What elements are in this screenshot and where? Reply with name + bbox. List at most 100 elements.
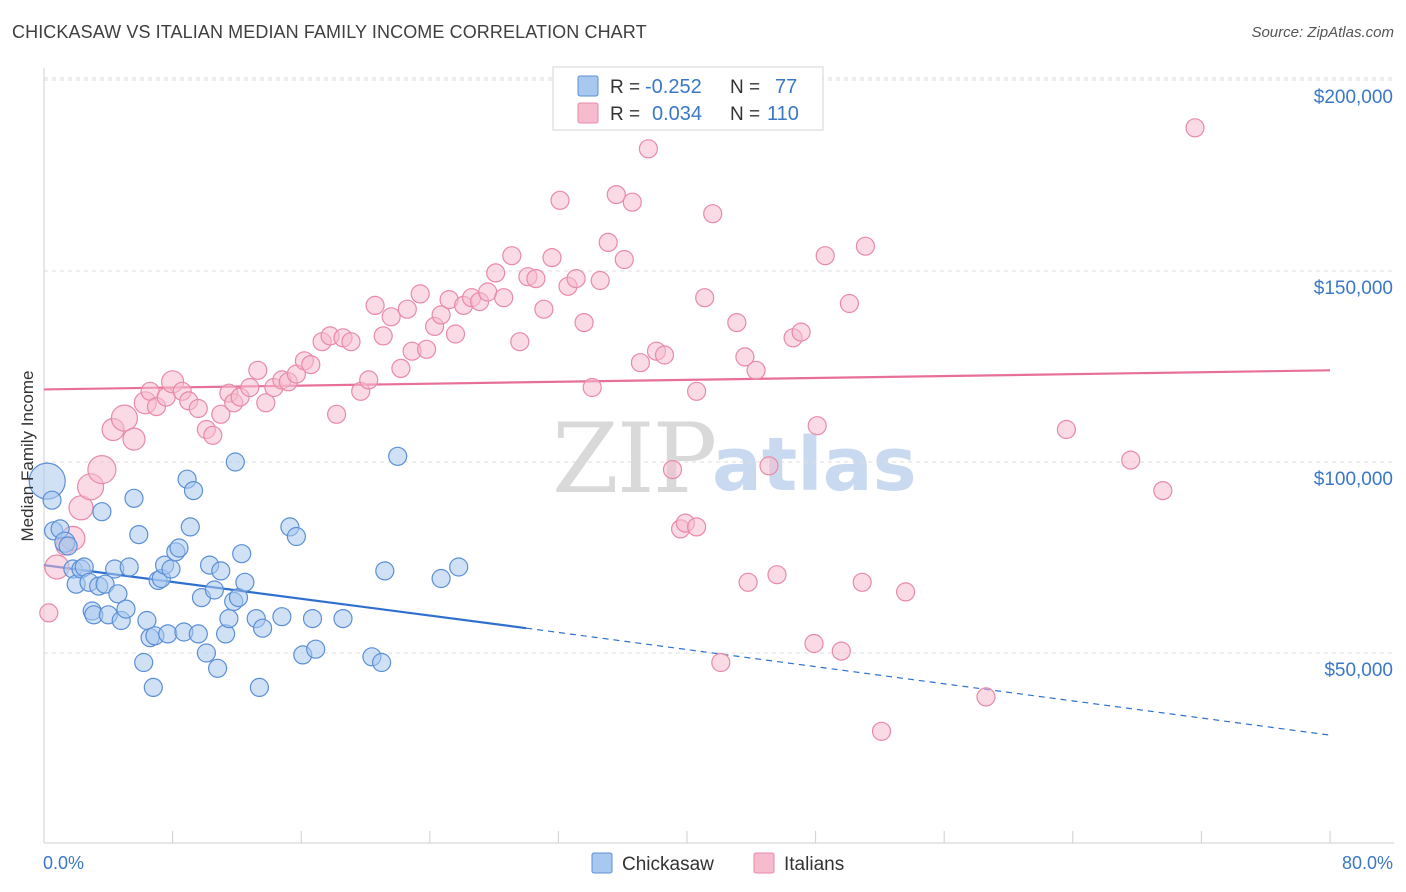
legend-r-value-1: -0.252 [645, 76, 702, 98]
point-italians-69 [590, 270, 610, 291]
point-italians-68 [582, 377, 602, 398]
point-chickasaw-63 [333, 608, 353, 629]
point-chickasaw-35 [169, 538, 189, 558]
point-italians-90 [767, 565, 787, 585]
point-italians-83 [703, 204, 723, 224]
point-italians-70 [598, 232, 618, 252]
point-chickasaw-61 [306, 639, 326, 659]
point-italians-67 [574, 313, 594, 333]
point-chickasaw-68 [431, 568, 451, 589]
point-italians-55 [478, 282, 498, 302]
point-italians-37 [341, 332, 361, 352]
point-italians-94 [807, 416, 827, 436]
point-italians-102 [976, 687, 996, 707]
point-chickasaw-39 [183, 481, 204, 501]
point-italians-39 [359, 370, 379, 390]
point-italians-72 [614, 249, 634, 270]
bottom-legend-chickasaw: Chickasaw [622, 854, 714, 875]
point-chickasaw-67 [388, 446, 408, 466]
point-chickasaw-5 [58, 536, 78, 556]
point-italians-42 [381, 307, 401, 327]
point-italians-17 [188, 398, 208, 419]
legend-n-value-2: 110 [767, 103, 799, 125]
point-chickasaw-15 [95, 574, 115, 594]
point-chickasaw-21 [119, 557, 139, 577]
point-chickasaw-32 [158, 624, 178, 644]
x-tick-label-max: 80.0% [1342, 853, 1393, 873]
point-italians-8 [110, 404, 139, 432]
point-italians-82 [695, 288, 715, 308]
point-italians-73 [622, 192, 642, 212]
trend-line-italians [43, 369, 1331, 391]
y-tick-label-100k: $100,000 [1314, 469, 1393, 490]
point-italians-41 [373, 326, 393, 346]
point-italians-26 [256, 393, 276, 413]
point-chickasaw-52 [232, 544, 252, 564]
gridlines [44, 77, 1394, 654]
axes [43, 68, 1394, 844]
point-italians-89 [759, 456, 779, 476]
point-italians-61 [526, 269, 546, 289]
point-italians-59 [510, 332, 530, 352]
point-italians-97 [839, 293, 860, 314]
point-italians-0 [39, 603, 59, 623]
bottom-legend-swatch-chickasaw [591, 852, 613, 874]
point-italians-107 [686, 517, 707, 537]
legend-n-label-1: N = [730, 77, 760, 98]
point-italians-78 [662, 460, 683, 480]
point-italians-88 [746, 360, 766, 380]
point-chickasaw-46 [211, 561, 231, 581]
point-chickasaw-40 [188, 624, 208, 644]
point-italians-77 [654, 345, 675, 365]
point-italians-20 [211, 404, 231, 424]
point-italians-6 [87, 455, 117, 485]
point-italians-75 [638, 139, 659, 159]
point-italians-43 [391, 358, 411, 378]
point-italians-81 [686, 381, 707, 401]
point-italians-46 [410, 284, 430, 304]
point-chickasaw-69 [449, 557, 469, 577]
point-italians-93 [804, 633, 824, 654]
trend-line-chickasaw [43, 564, 527, 630]
bottom-legend-swatch-italians [753, 852, 775, 874]
point-chickasaw-50 [225, 452, 245, 472]
point-italians-105 [1153, 481, 1173, 501]
point-italians-25 [248, 360, 268, 380]
y-tick-label-200k: $200,000 [1314, 87, 1393, 108]
legend-swatch-italians [577, 102, 599, 124]
point-italians-71 [606, 185, 626, 205]
legend-n-label-2: N = [730, 104, 760, 125]
point-italians-56 [486, 263, 506, 283]
point-chickasaw-18 [108, 584, 128, 604]
source-credit: Source: ZipAtlas.com [1251, 24, 1394, 41]
point-chickasaw-27 [143, 677, 163, 698]
point-italians-51 [445, 324, 466, 344]
point-chickasaw-20 [116, 599, 136, 619]
series-legend: Chickasaw Italians [591, 852, 844, 875]
point-italians-57 [494, 288, 514, 308]
point-italians-66 [566, 269, 586, 289]
point-italians-103 [1056, 419, 1077, 440]
point-italians-49 [431, 305, 451, 325]
point-italians-62 [534, 299, 554, 319]
point-chickasaw-24 [134, 652, 154, 673]
legend-r-label-2: R = [610, 104, 640, 125]
point-italians-32 [301, 355, 321, 375]
point-italians-24 [240, 377, 260, 398]
legend-swatch-chickasaw [577, 75, 599, 97]
point-italians-95 [815, 246, 835, 266]
point-italians-86 [735, 347, 755, 367]
point-italians-92 [791, 322, 811, 342]
y-axis-title: Median Family Income [18, 370, 37, 541]
legend-n-value-1: 77 [775, 76, 797, 98]
point-italians-44 [397, 299, 417, 319]
point-italians-104 [1121, 450, 1141, 470]
y-tick-label-150k: $150,000 [1314, 278, 1393, 299]
point-italians-63 [542, 248, 562, 268]
point-chickasaw-48 [219, 608, 239, 629]
legend-r-label-1: R = [610, 77, 640, 98]
point-chickasaw-38 [180, 517, 200, 537]
point-italians-96 [831, 641, 851, 661]
point-italians-100 [871, 721, 892, 741]
point-italians-40 [365, 295, 385, 315]
